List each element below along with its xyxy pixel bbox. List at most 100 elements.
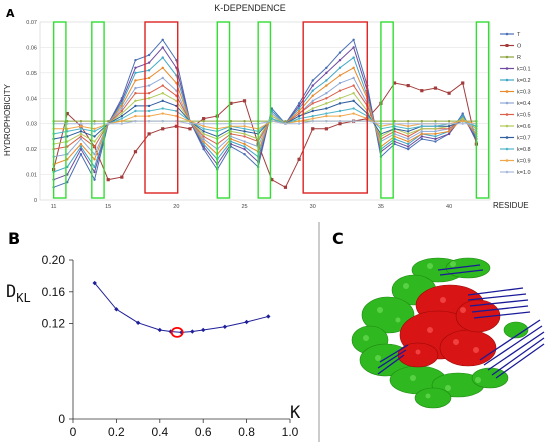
chart-a-point: [311, 127, 315, 131]
chart-a-point: [311, 99, 314, 103]
chart-a-point: [161, 56, 164, 59]
chart-b-point: [92, 280, 97, 286]
chart-a-point: [352, 76, 355, 80]
chart-a-point: [147, 53, 151, 57]
chart-a-point: [352, 107, 355, 110]
chart-a-point: [147, 109, 151, 113]
chart-a-point: [161, 76, 164, 80]
chart-a-point: [338, 74, 342, 77]
chart-a-point: [66, 158, 69, 161]
chart-a-ylabel: HYDROPHOBICITY: [3, 83, 12, 156]
chart-a-x-tick-label: 20: [173, 204, 179, 210]
chart-a-point: [352, 119, 355, 123]
chart-a-point: [66, 127, 69, 130]
chart-a-point: [420, 127, 424, 130]
chart-a-point: [406, 83, 410, 88]
chart-a-red-box: [302, 21, 368, 194]
chart-a-point: [161, 112, 164, 115]
chart-a-point: [325, 79, 328, 82]
chart-a-x-tick-label: 35: [378, 204, 384, 210]
chart-a-point: [66, 165, 69, 169]
chart-a-point: [406, 122, 410, 125]
chart-a-point: [406, 130, 410, 133]
chart-a-point: [134, 71, 137, 75]
chart-a-legend-marker: [505, 147, 509, 151]
chart-a-point: [175, 109, 178, 113]
chart-a-point: [447, 122, 451, 125]
chart-a-point: [79, 137, 83, 141]
chart-a-point: [325, 112, 328, 115]
chart-a-point: [325, 97, 328, 100]
chart-b-x-ticks: 0 0.2 0.4 0.6 0.8 1.0: [70, 419, 299, 439]
chart-a-point: [120, 112, 124, 115]
chart-a-point: [325, 84, 328, 87]
chart-b-axes: [72, 260, 290, 420]
chart-a-point: [202, 132, 205, 136]
chart-a-point: [175, 94, 178, 97]
chart-a-point: [133, 150, 138, 154]
chart-a-point: [66, 119, 69, 123]
chart-a-point: [311, 107, 314, 110]
chart-a-gridlines: [39, 21, 491, 201]
chart-a-point: [242, 99, 247, 103]
chart-a-point: [311, 89, 314, 92]
chart-a-point: [229, 142, 233, 146]
chart-a-point: [175, 74, 178, 77]
chart-a-point: [202, 122, 205, 125]
chart-a-point: [406, 132, 410, 136]
chart-a-point: [352, 56, 355, 59]
chart-a-point: [447, 119, 451, 123]
chart-a-point: [311, 84, 314, 87]
chart-a-hydrophobicity: A K-DEPENDENCE HYDROPHOBICITY RESIDUE 00…: [3, 3, 531, 210]
chart-a-point: [175, 114, 178, 118]
chart-a-point: [93, 140, 96, 143]
chart-a-point: [297, 102, 301, 105]
chart-a-point: [434, 140, 437, 143]
chart-a-point: [134, 58, 137, 62]
chart-a-point: [434, 122, 437, 125]
chart-a-point: [270, 178, 274, 182]
chart-a-point: [393, 130, 396, 133]
chart-a-point: [147, 76, 151, 80]
chart-a-point: [93, 127, 96, 130]
chart-a-point: [66, 140, 69, 143]
panel-letter-b: B: [8, 229, 20, 248]
chart-a-point: [120, 175, 124, 179]
chart-a-point: [284, 119, 287, 123]
chart-a-series-line: [53, 46, 477, 181]
chart-a-point: [120, 119, 124, 123]
chart-a-plot-area: [39, 21, 491, 201]
chart-b-dkl: B DKL K 0 0.12 0.16 0.20 0 0.2 0.4 0.6 0.8 1.0: [6, 229, 301, 439]
chart-a-point: [352, 84, 355, 87]
chart-a-point: [66, 130, 69, 133]
chart-a-point: [93, 178, 96, 181]
chart-a-point: [120, 117, 124, 120]
chart-a-legend-marker: [505, 170, 509, 174]
chart-a-point: [270, 112, 274, 115]
chart-a-x-tick-label: 11: [51, 204, 57, 210]
chart-a-point: [175, 104, 178, 108]
chart-a-point: [420, 132, 424, 136]
chart-a-point: [392, 81, 397, 85]
chart-b-x-tick-label: 0.4: [151, 425, 168, 439]
chart-a-point: [406, 137, 410, 141]
chart-a-point: [243, 140, 246, 143]
chart-a-point: [202, 119, 205, 123]
chart-a-point: [202, 130, 205, 133]
chart-a-point: [79, 147, 83, 151]
chart-a-x-tick-label: 25: [241, 204, 247, 210]
chart-a-point: [106, 122, 110, 125]
chart-a-point: [147, 114, 151, 118]
chart-a-green-box: [380, 21, 394, 199]
chart-a-point: [243, 147, 246, 151]
chart-a-point: [406, 119, 410, 123]
chart-a-y-tick-label: 0.07: [26, 20, 37, 26]
chart-a-series-line: [53, 77, 477, 158]
chart-a-point: [461, 114, 464, 118]
chart-a-point: [243, 145, 246, 148]
chart-a-point: [134, 66, 137, 69]
chart-a-point: [325, 71, 328, 75]
chart-a-point: [93, 122, 96, 125]
chart-a-point: [161, 84, 164, 87]
